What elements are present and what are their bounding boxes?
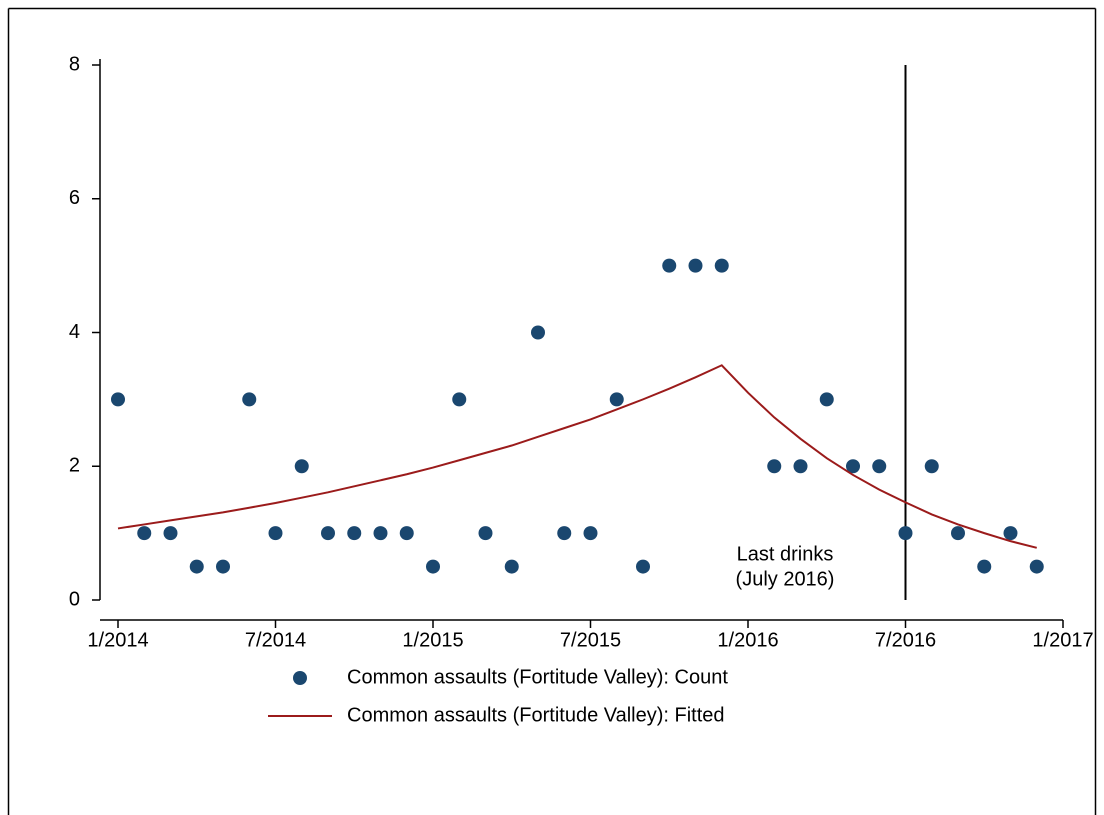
point (951, 526, 965, 541)
point (1029, 559, 1044, 574)
point (268, 526, 283, 541)
point (137, 526, 152, 541)
point (478, 526, 493, 541)
point (531, 325, 545, 340)
point (636, 559, 650, 574)
point (688, 258, 703, 273)
point (373, 526, 388, 541)
point (662, 258, 677, 273)
point (426, 559, 440, 574)
point (872, 459, 887, 474)
point (163, 526, 178, 541)
x-tick-label: 7/2015 (560, 629, 621, 651)
point (583, 526, 598, 541)
point (609, 392, 624, 407)
legend-marker (293, 671, 307, 685)
x-tick-label: 7/2014 (245, 629, 306, 651)
point (399, 526, 414, 541)
annotation: (July 2016) (736, 568, 835, 590)
point (347, 526, 362, 541)
point (189, 559, 204, 574)
point (846, 459, 860, 474)
annotation: Last drinks (737, 543, 834, 565)
point (294, 459, 309, 474)
point (767, 459, 782, 474)
point (557, 526, 572, 541)
y-tick-label: 2 (69, 455, 80, 477)
x-tick-label: 1/2015 (402, 629, 463, 651)
point (452, 392, 467, 407)
point (321, 526, 335, 541)
point (898, 526, 913, 541)
y-tick-label: 4 (69, 321, 80, 343)
point (1003, 526, 1018, 541)
x-tick-label: 1/2016 (717, 629, 778, 651)
point (216, 559, 230, 574)
x-tick-label: 1/2017 (1032, 629, 1093, 651)
x-tick-label: 1/2014 (87, 629, 148, 651)
point (793, 459, 808, 474)
point (504, 559, 519, 574)
x-tick-label: 7/2016 (875, 629, 936, 651)
y-tick-label: 0 (69, 588, 80, 610)
y-tick-label: 8 (69, 53, 80, 75)
point (242, 392, 257, 407)
point (977, 559, 992, 574)
point (819, 392, 834, 407)
point (924, 459, 939, 474)
point (111, 392, 125, 407)
legend-label: Common assaults (Fortitude Valley): Fitt… (347, 704, 725, 726)
point (714, 258, 729, 273)
fitted-line (117, 364, 1037, 549)
y-tick-label: 6 (69, 187, 80, 209)
legend-label: Common assaults (Fortitude Valley): Coun… (347, 666, 728, 688)
